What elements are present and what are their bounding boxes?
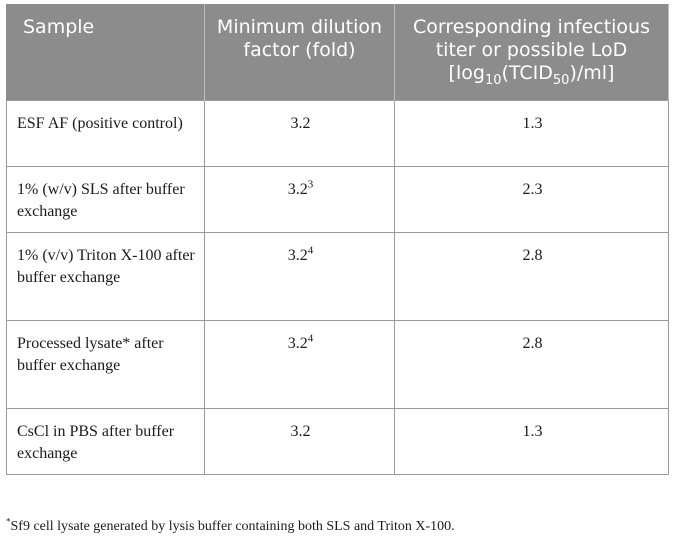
dilution-value: 3.2 (287, 180, 308, 198)
cell-titer: 2.3 (394, 165, 669, 233)
cell-titer: 1.3 (394, 99, 669, 167)
header-titer-sub-10: 10 (484, 72, 502, 88)
dilution-footnote-ref: 4 (307, 332, 314, 345)
header-titer: Corresponding infectious titer or possib… (394, 4, 669, 100)
table-body: ESF AF (positive control) 3.2 1.3 1% (w/… (6, 99, 669, 475)
header-dilution: Minimum dilution factor (fold) (204, 4, 395, 100)
dilution-value: 3.2 (290, 422, 311, 440)
cell-titer: 2.8 (394, 231, 669, 321)
footnote-text: Sf9 cell lysate generated by lysis buffe… (10, 519, 455, 534)
cell-dilution: 3.2 (204, 407, 395, 475)
table-row: CsCl in PBS after buffer exchange 3.2 1.… (6, 407, 669, 475)
cell-dilution: 3.24 (204, 231, 395, 321)
dilution-footnote-ref: 4 (307, 244, 314, 257)
header-titer-label-mid: (TCID (501, 62, 553, 84)
cell-sample: 1% (v/v) Triton X-100 after buffer excha… (6, 231, 205, 321)
header-sample: Sample (6, 4, 205, 100)
dilution-value: 3.2 (290, 114, 311, 132)
dilution-footnote-ref: 3 (307, 178, 314, 191)
cell-dilution: 3.24 (204, 319, 395, 409)
table-footnote: *Sf9 cell lysate generated by lysis buff… (6, 516, 455, 535)
footnote-marker: * (6, 516, 11, 527)
table-row: Processed lysate* after buffer exchange … (6, 319, 669, 409)
cell-dilution: 3.23 (204, 165, 395, 233)
table-row: 1% (w/v) SLS after buffer exchange 3.23 … (6, 165, 669, 233)
table-header: Sample Minimum dilution factor (fold) Co… (6, 4, 669, 100)
header-titer-label-main: Corresponding infectious titer or possib… (413, 16, 650, 84)
header-sample-label: Sample (23, 16, 95, 38)
cell-titer: 1.3 (394, 407, 669, 475)
cell-sample: CsCl in PBS after buffer exchange (6, 407, 205, 475)
cell-sample: Processed lysate* after buffer exchange (6, 319, 205, 409)
header-row: Sample Minimum dilution factor (fold) Co… (6, 4, 669, 100)
results-table: Sample Minimum dilution factor (fold) Co… (6, 4, 669, 475)
header-titer-label-end: )/ml] (569, 62, 615, 84)
table-row: ESF AF (positive control) 3.2 1.3 (6, 99, 669, 167)
cell-dilution: 3.2 (204, 99, 395, 167)
cell-sample: ESF AF (positive control) (6, 99, 205, 167)
cell-sample: 1% (w/v) SLS after buffer exchange (6, 165, 205, 233)
dilution-value: 3.2 (287, 246, 308, 264)
data-table-container: Sample Minimum dilution factor (fold) Co… (6, 4, 669, 475)
dilution-value: 3.2 (287, 334, 308, 352)
cell-titer: 2.8 (394, 319, 669, 409)
header-dilution-label: Minimum dilution factor (fold) (216, 16, 383, 61)
table-row: 1% (v/v) Triton X-100 after buffer excha… (6, 231, 669, 321)
header-titer-sub-50: 50 (552, 72, 570, 88)
